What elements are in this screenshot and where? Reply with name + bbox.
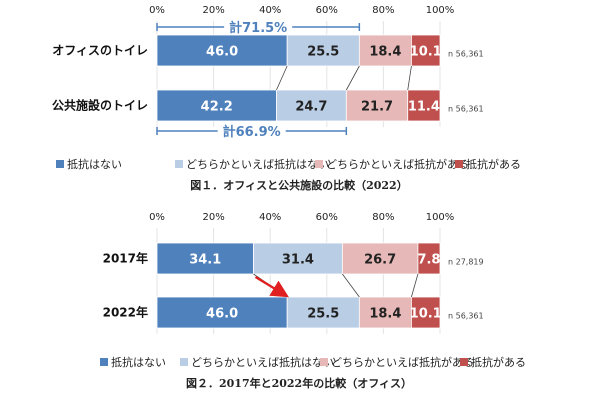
chart-1: 0% 20% 40% 60% 80% 100% オフィスのトイレ 46.0 25.5 18.4 10…: [52, 5, 521, 192]
n-label: n 56,361: [448, 312, 484, 321]
category-label: 2017年: [103, 251, 148, 266]
x-tick-label: 20%: [202, 212, 224, 223]
legend-label: どちらかといえば抵抗はない: [191, 355, 334, 369]
change-arrow: [254, 276, 289, 298]
figure-caption: 図２．2017年と2022年の比較（オフィス）: [186, 376, 412, 390]
x-tick-label: 0%: [149, 5, 165, 16]
x-tick-label: 60%: [316, 212, 338, 223]
total-label-bg: [217, 122, 286, 139]
legend-swatch: [320, 358, 328, 366]
legend-swatch: [315, 160, 323, 168]
legend-swatch: [56, 160, 64, 168]
bar-segment: [276, 89, 347, 122]
legend-label: どちらかといえば抵抗はない: [186, 157, 329, 171]
category-label: オフィスのトイレ: [52, 44, 148, 58]
legend-label: どちらかといえば抵抗がある: [326, 157, 469, 171]
data-label: 25.5: [307, 45, 339, 60]
bar-segment: [156, 296, 288, 329]
x-tick-label: 40%: [259, 5, 281, 16]
data-label: 46.0: [206, 307, 238, 322]
category-label: 公共施設のトイレ: [52, 98, 148, 113]
data-label: 7.8: [417, 253, 440, 268]
connector-line: [407, 65, 412, 91]
legend-swatch: [175, 160, 183, 168]
bar-segment: [345, 89, 409, 122]
legend-swatch: [455, 160, 463, 168]
data-label: 10.1: [410, 307, 442, 322]
category-label: 2022年: [103, 305, 148, 320]
bar-segment: [156, 34, 288, 67]
n-label: n 56,361: [448, 105, 484, 114]
data-label: 24.7: [295, 100, 327, 115]
data-label: 42.2: [201, 100, 233, 115]
n-label: n 56,361: [448, 50, 484, 59]
bar-segment: [156, 89, 277, 122]
bar-segment: [411, 296, 441, 329]
legend-swatch: [180, 358, 188, 366]
connector-line: [411, 273, 419, 298]
data-label: 31.4: [282, 253, 314, 268]
bar-segment: [253, 242, 343, 275]
bar-segment: [156, 242, 254, 275]
legend-swatch: [460, 358, 468, 366]
data-label: 26.7: [364, 253, 396, 268]
connector-line: [345, 65, 360, 91]
chart-2: 0% 20% 40% 60% 80% 100% 2017年 34.1 31.4 26.7 7.8 n …: [100, 212, 526, 390]
legend-label: 抵抗がある: [471, 355, 526, 369]
total-label: 計71.5%: [229, 20, 287, 36]
total-label-bg: [224, 18, 293, 35]
data-label: 18.4: [369, 45, 401, 60]
data-label: 21.7: [361, 100, 393, 115]
x-tick-label: 60%: [316, 5, 338, 16]
legend-swatch: [100, 358, 108, 366]
connector-line: [342, 273, 360, 298]
total-label: 計66.9%: [223, 124, 281, 140]
data-label: 18.4: [369, 307, 401, 322]
data-label: 11.4: [408, 100, 440, 115]
connector-line: [276, 65, 288, 91]
legend-label: 抵抗はない: [111, 355, 166, 369]
x-tick-label: 0%: [149, 212, 165, 223]
x-tick-label: 80%: [372, 212, 394, 223]
x-tick-label: 100%: [426, 212, 455, 223]
bar-segment: [411, 34, 441, 67]
x-tick-label: 40%: [259, 212, 281, 223]
data-label: 34.1: [189, 253, 221, 268]
legend-label: どちらかといえば抵抗がある: [331, 355, 474, 369]
x-tick-label: 100%: [426, 5, 455, 16]
data-label: 46.0: [206, 45, 238, 60]
x-tick-label: 80%: [372, 5, 394, 16]
x-tick-label: 20%: [202, 5, 224, 16]
data-label: 10.1: [410, 45, 442, 60]
bar-segment: [407, 89, 441, 122]
data-label: 25.5: [307, 307, 339, 322]
n-label: n 27,819: [448, 258, 484, 267]
legend-label: 抵抗はない: [67, 157, 122, 171]
legend-label: 抵抗がある: [466, 157, 521, 171]
bar-segment: [286, 296, 360, 329]
bar-segment: [417, 242, 441, 275]
figure-caption: 図１．オフィスと公共施設の比較（2022）: [190, 178, 407, 192]
